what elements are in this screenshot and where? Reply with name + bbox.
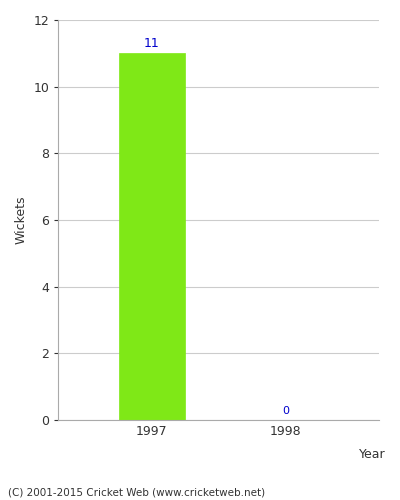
Text: (C) 2001-2015 Cricket Web (www.cricketweb.net): (C) 2001-2015 Cricket Web (www.cricketwe… <box>8 488 265 498</box>
Bar <box>118 54 185 420</box>
Text: 11: 11 <box>144 37 160 50</box>
Y-axis label: Wickets: Wickets <box>15 196 28 244</box>
Text: 0: 0 <box>282 406 289 416</box>
Text: Year: Year <box>358 448 385 461</box>
